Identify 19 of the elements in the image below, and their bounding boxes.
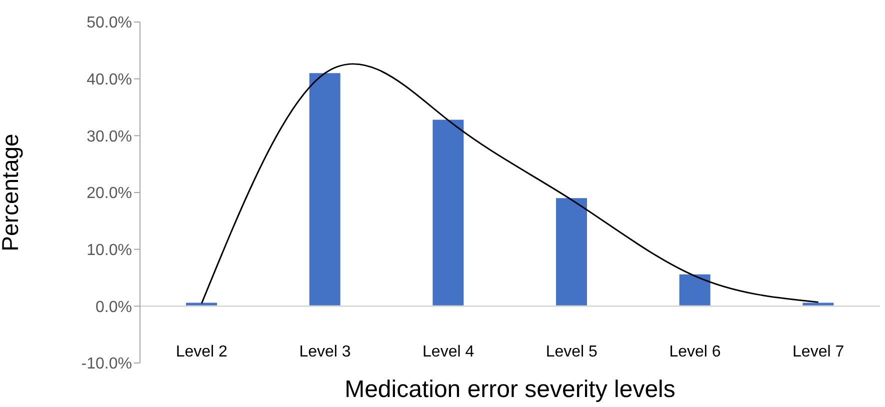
- x-tick-label: Level 7: [792, 343, 844, 360]
- x-tick-label: Level 2: [176, 343, 228, 360]
- x-tick-label: Level 5: [546, 343, 598, 360]
- x-tick-label: Level 3: [299, 343, 351, 360]
- y-tick-label: -10.0%: [81, 356, 132, 373]
- y-axis-title: Percentage: [0, 134, 24, 252]
- bar: [309, 73, 340, 306]
- y-tick-label: 10.0%: [86, 242, 132, 260]
- y-tick-label: 50.0%: [86, 14, 132, 32]
- bar: [556, 198, 587, 306]
- y-tick-label: 40.0%: [86, 72, 132, 89]
- y-tick-label: 30.0%: [86, 128, 132, 146]
- y-tick-label: 0.0%: [96, 298, 132, 316]
- x-tick-label: Level 4: [422, 343, 474, 360]
- bar: [432, 120, 464, 306]
- x-tick-label: Level 6: [669, 343, 721, 360]
- bar: [679, 274, 710, 306]
- y-tick-label: 20.0%: [86, 185, 132, 202]
- x-axis-title: Medication error severity levels: [344, 376, 676, 403]
